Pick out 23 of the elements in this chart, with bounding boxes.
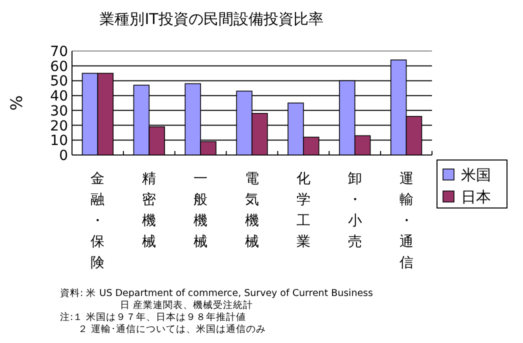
text: 資料: 米 US Department of commerce, Survey of Current Business (60, 287, 374, 299)
x-tick-label: 卸・小売 (348, 171, 362, 250)
y-tick-label: 70 (50, 44, 68, 60)
y-tick-label: 30 (50, 103, 68, 120)
legend-label: 米国 (461, 166, 491, 184)
x-tick-label: 運輸・通信 (399, 171, 414, 271)
y-tick-label: 10 (50, 133, 68, 150)
legend-label: 日本 (461, 188, 491, 206)
chart-title: 業種別IT投資の民間設備投資比率 (100, 10, 324, 28)
x-tick-label: 化学工業 (296, 171, 310, 250)
x-tick-label: 金融・保険 (90, 171, 105, 271)
y-tick-label: 60 (50, 58, 68, 75)
y-axis-title: % (7, 95, 26, 111)
text: ２ 運輸･通信については、米国は通信のみ (78, 323, 266, 335)
y-tick-label: 50 (50, 74, 68, 90)
y-tick-label: 0 (59, 148, 68, 164)
text: 日 産業連関表、機械受注統計 (120, 299, 254, 311)
x-tick-label: 精密機械 (142, 171, 156, 250)
x-tick-label: 一般機械 (194, 171, 208, 250)
y-tick-label: 40 (50, 88, 68, 105)
text: 注:１ 米国は９７年、日本は９８年推計値 (60, 311, 246, 323)
x-tick-label: 電気機械 (245, 171, 259, 250)
y-tick-label: 20 (50, 118, 68, 134)
